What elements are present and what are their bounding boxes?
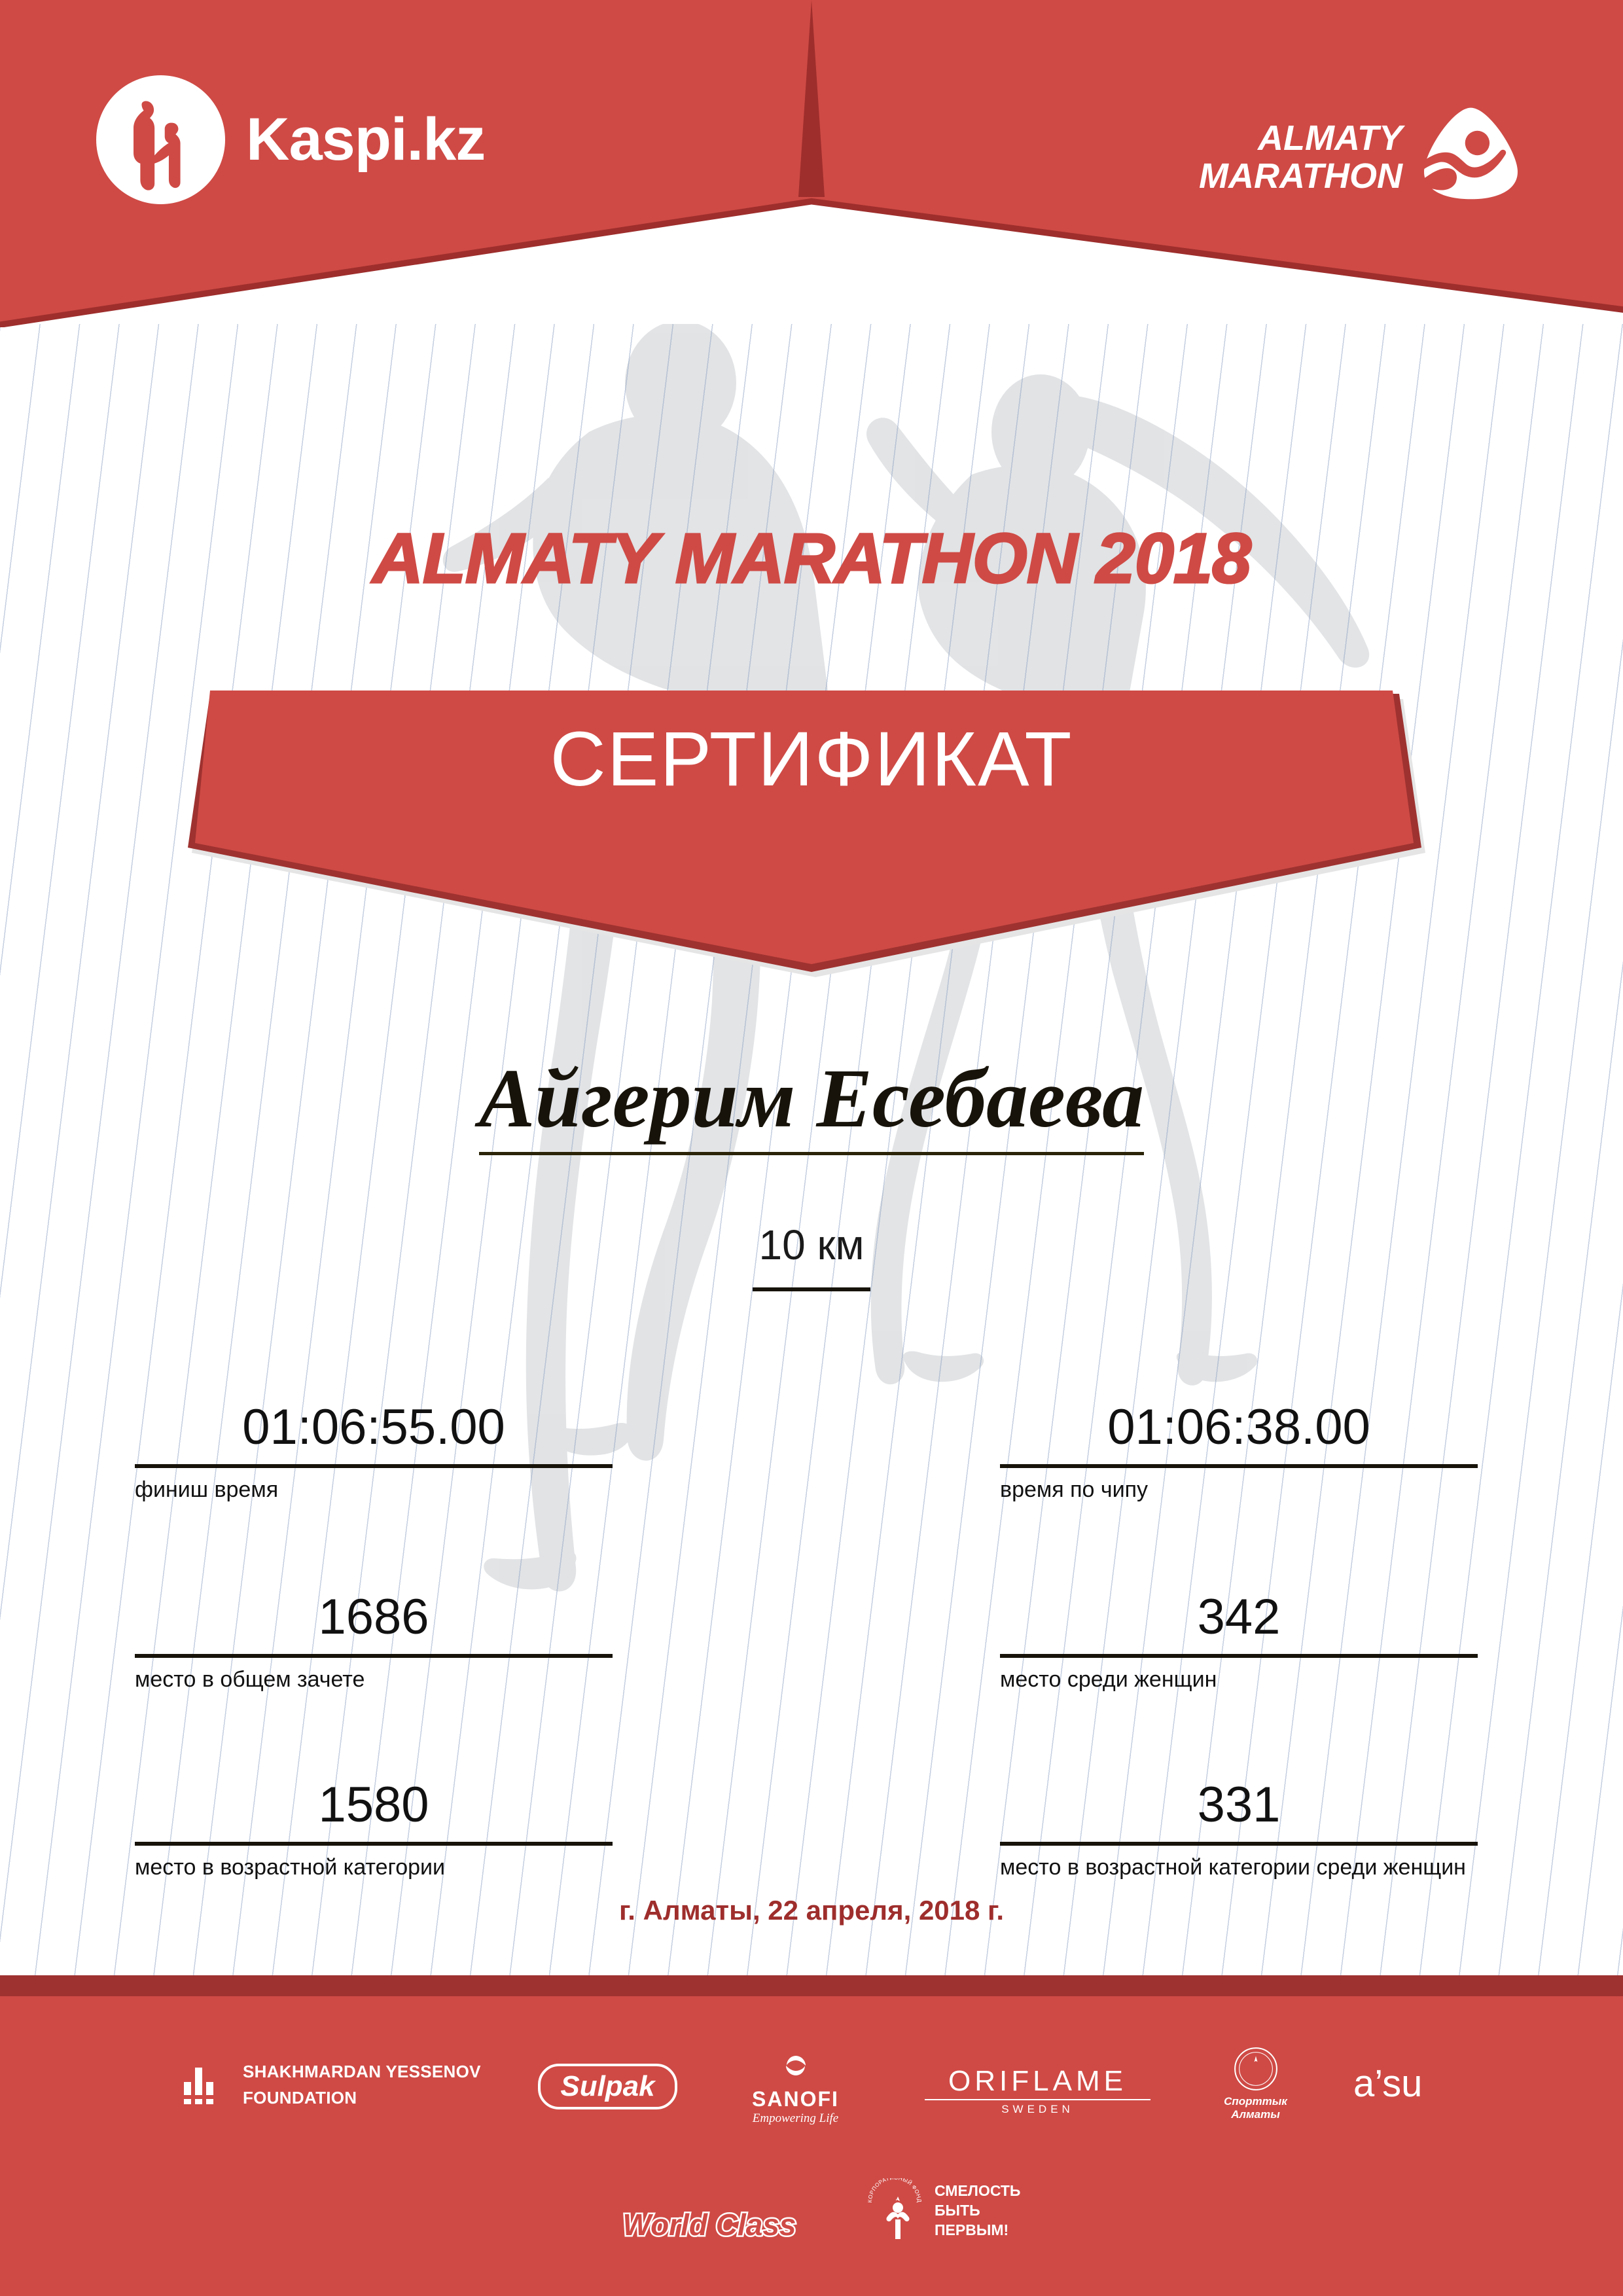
svg-text:КОРПОРАТИВНЫЙ ФОНД: КОРПОРАТИВНЫЙ ФОНД — [866, 2178, 923, 2203]
svg-text:СЕРТИФИКАТ: СЕРТИФИКАТ — [550, 716, 1073, 802]
